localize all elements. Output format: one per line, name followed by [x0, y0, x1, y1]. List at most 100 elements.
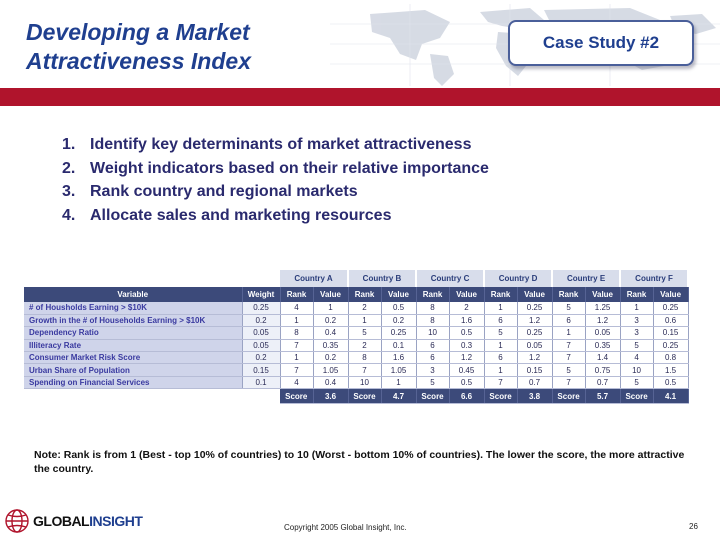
value-cell: 1: [381, 376, 417, 390]
variable-cell: Growth in the # of Households Earning > …: [24, 314, 243, 328]
rank-cell: 7: [552, 351, 586, 365]
rank-cell: 5: [348, 326, 382, 340]
value-cell: 0.3: [449, 339, 485, 353]
rank-cell: 10: [416, 326, 450, 340]
rank-cell: 10: [348, 376, 382, 390]
step-item: 2. Weight indicators based on their relat…: [62, 157, 489, 181]
header-divider-bar: [0, 88, 720, 106]
rank-cell: 1: [552, 326, 586, 340]
rank-cell: 8: [348, 351, 382, 365]
weight-cell: 0.05: [242, 339, 281, 353]
variable-cell: Dependency Ratio: [24, 326, 243, 340]
value-cell: 0.05: [585, 326, 621, 340]
slide-title-line1: Developing a Market: [26, 19, 250, 45]
logo-word-insight: INSIGHT: [89, 513, 143, 529]
weight-cell: 0.15: [242, 363, 281, 377]
score-label: Score: [416, 388, 450, 405]
value-cell: 0.25: [653, 339, 689, 353]
country-header: Country F: [620, 270, 690, 287]
country-header: Country B: [348, 270, 418, 287]
slide-title: Developing a Market Attractiveness Index: [26, 18, 326, 76]
globe-logo-icon: [5, 509, 29, 533]
score-label: Score: [348, 388, 382, 405]
step-text: Weight indicators based on their relativ…: [90, 159, 489, 177]
rank-cell: 7: [280, 363, 314, 377]
value-cell: 0.8: [653, 351, 689, 365]
step-number: 2.: [62, 159, 76, 177]
rank-column-header: Rank: [280, 287, 314, 302]
rank-cell: 5: [620, 376, 654, 390]
table-row: Spending on Financial Services 0.1 4 0.4 …: [24, 376, 689, 390]
copyright-text: Copyright 2005 Global Insight, Inc.: [284, 523, 407, 532]
value-cell: 0.25: [517, 302, 553, 315]
value-cell: 0.6: [653, 314, 689, 328]
rank-cell: 5: [620, 339, 654, 353]
score-label: Score: [552, 388, 586, 405]
value-column-header: Value: [313, 287, 349, 302]
rank-cell: 4: [280, 376, 314, 390]
value-cell: 0.1: [381, 339, 417, 353]
value-cell: 0.2: [313, 314, 349, 328]
rank-column-header: Rank: [620, 287, 654, 302]
value-cell: 0.45: [449, 363, 485, 377]
weight-cell: 0.25: [242, 302, 281, 315]
value-cell: 1.6: [449, 314, 485, 328]
score-label: Score: [620, 388, 654, 405]
country-header: Country C: [416, 270, 486, 287]
step-item: 1. Identify key determinants of market at…: [62, 133, 489, 157]
weight-column-header: Weight: [242, 287, 281, 302]
rank-cell: 6: [484, 351, 518, 365]
variable-column-header: Variable: [24, 287, 243, 302]
value-cell: 0.7: [585, 376, 621, 390]
value-column-header: Value: [517, 287, 553, 302]
step-number: 1.: [62, 136, 76, 153]
score-value: 4.7: [381, 388, 417, 405]
rank-cell: 6: [484, 314, 518, 328]
value-cell: 0.35: [585, 339, 621, 353]
value-column-header: Value: [449, 287, 485, 302]
rank-cell: 5: [416, 376, 450, 390]
value-cell: 0.5: [381, 302, 417, 315]
value-cell: 1.2: [449, 351, 485, 365]
value-cell: 1: [313, 302, 349, 315]
rank-cell: 6: [416, 351, 450, 365]
rank-cell: 7: [484, 376, 518, 390]
rank-cell: 8: [416, 302, 450, 315]
rank-cell: 1: [484, 339, 518, 353]
rank-cell: 2: [348, 302, 382, 315]
attractiveness-table: Country A Country B Country C Country D …: [24, 270, 690, 420]
rank-cell: 7: [552, 339, 586, 353]
value-cell: 1.2: [517, 314, 553, 328]
variable-cell: Illiteracy Rate: [24, 339, 243, 353]
value-column-header: Value: [653, 287, 689, 302]
rank-column-header: Rank: [348, 287, 382, 302]
score-value: 5.7: [585, 388, 621, 405]
rank-cell: 6: [416, 339, 450, 353]
score-value: 6.6: [449, 388, 485, 405]
value-cell: 0.2: [313, 351, 349, 365]
weight-cell: 0.1: [242, 376, 281, 390]
logo-word-global: GLOBAL: [33, 513, 90, 529]
rank-column-header: Rank: [484, 287, 518, 302]
table-row: Consumer Market Risk Score 0.2 1 0.2 8 1.6…: [24, 351, 689, 365]
value-cell: 0.15: [517, 363, 553, 377]
value-cell: 1.4: [585, 351, 621, 365]
rank-cell: 7: [280, 339, 314, 353]
table-row: Growth in the # of Households Earning > …: [24, 314, 689, 328]
weight-cell: 0.2: [242, 314, 281, 328]
case-study-label: Case Study #2: [542, 33, 660, 52]
rank-cell: 4: [280, 302, 314, 315]
score-value: 3.8: [517, 388, 553, 405]
rank-column-header: Rank: [416, 287, 450, 302]
value-cell: 1.05: [313, 363, 349, 377]
rank-cell: 6: [552, 314, 586, 328]
rank-cell: 1: [620, 302, 654, 315]
rank-cell: 7: [348, 363, 382, 377]
rank-cell: 7: [552, 376, 586, 390]
step-text: Rank country and regional markets: [90, 183, 358, 200]
table-row: Dependency Ratio 0.05 8 0.4 5 0.25 10 0.5 5…: [24, 326, 689, 340]
variable-cell: # of Housholds Earning > $10K: [24, 302, 243, 315]
value-cell: 1.6: [381, 351, 417, 365]
rank-cell: 5: [552, 363, 586, 377]
